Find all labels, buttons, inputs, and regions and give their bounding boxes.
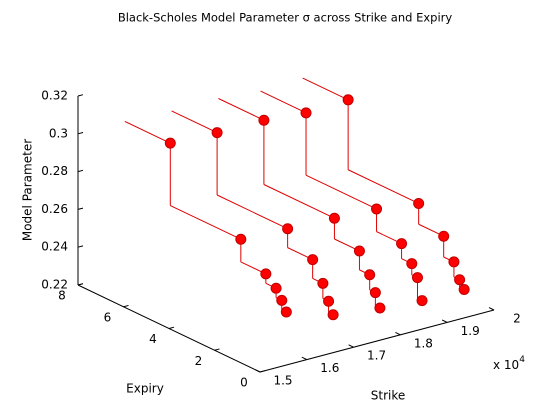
data-point	[458, 283, 470, 295]
z-tick	[77, 169, 84, 173]
y-tick-label: 8	[58, 289, 66, 303]
data-point	[280, 306, 292, 318]
y-tick-label: 4	[149, 332, 157, 346]
data-point	[448, 256, 460, 268]
z-tick-label: 0.22	[41, 278, 68, 292]
data-point	[396, 238, 408, 250]
data-point	[317, 277, 329, 289]
z-tick	[77, 132, 84, 135]
z-tick-label: 0.26	[41, 202, 68, 216]
x-tick-label: 1.6	[320, 361, 339, 375]
chart-title: Black-Scholes Model Parameter σ across S…	[118, 11, 453, 25]
y-tick-label: 0	[240, 376, 248, 390]
data-point	[276, 294, 288, 306]
x-scale-base: x 10	[493, 358, 519, 372]
data-point	[164, 137, 176, 149]
x-tick	[348, 344, 354, 348]
x-tick	[395, 331, 401, 336]
x-tick-label: 1.5	[273, 374, 292, 388]
data-point	[258, 114, 270, 126]
z-axis-label: Model Parameter	[21, 139, 35, 241]
x-tick-label: 2	[513, 312, 521, 326]
step-segment	[263, 184, 335, 219]
data-point	[342, 94, 354, 106]
data-point	[374, 302, 386, 314]
data-point	[438, 230, 450, 242]
data-point	[353, 245, 365, 257]
z-tick-label: 0.32	[41, 89, 68, 103]
data-point	[235, 233, 247, 245]
step-segment	[170, 205, 242, 240]
x-tick-label: 1.8	[414, 336, 433, 350]
step-segment	[347, 169, 419, 204]
y-axis-label: Expiry	[126, 382, 164, 396]
x-scale-label: x 104	[493, 355, 525, 372]
x-tick	[254, 369, 261, 373]
z-tick-label: 0.3	[49, 126, 68, 140]
step-segment	[171, 110, 218, 134]
data-point	[371, 203, 383, 215]
data-point	[454, 274, 466, 286]
x-axis	[259, 309, 495, 373]
data-point	[270, 282, 282, 294]
data-point	[327, 309, 339, 321]
data-point	[406, 258, 418, 270]
x-tick-label: 1.7	[367, 349, 386, 363]
step-segment	[260, 90, 307, 114]
data-point	[307, 254, 319, 266]
x-tick	[488, 307, 495, 311]
data-point	[411, 272, 423, 284]
step-segment	[216, 194, 288, 230]
z-tick-label: 0.24	[41, 240, 68, 254]
x-tick	[301, 356, 308, 361]
y-tick	[168, 326, 175, 329]
y-tick-label: 6	[104, 310, 112, 324]
data-point	[416, 295, 428, 307]
data-point	[364, 269, 376, 281]
y-tick-label: 2	[195, 354, 203, 368]
x-scale-exponent: 4	[519, 355, 525, 365]
data-point	[260, 268, 272, 280]
z-tick	[77, 207, 84, 210]
data-point	[413, 197, 425, 209]
step-segment	[302, 77, 349, 101]
y-tick	[214, 348, 220, 351]
data-point	[323, 295, 335, 307]
x-tick	[441, 319, 448, 323]
data-point	[282, 223, 294, 235]
data-point	[369, 287, 381, 299]
z-tick	[77, 245, 84, 248]
x-axis-label: Strike	[371, 389, 406, 403]
y-tick	[77, 283, 84, 286]
z-tick-label: 0.28	[41, 164, 68, 178]
y-tick	[259, 370, 266, 373]
step-segment	[218, 98, 265, 121]
x-tick-label: 1.9	[461, 324, 480, 338]
data-point	[328, 212, 340, 224]
step-segment	[305, 174, 377, 210]
z-tick	[77, 94, 84, 97]
data-point	[211, 127, 223, 139]
data-point	[300, 107, 312, 119]
step-segment	[124, 120, 171, 144]
y-tick	[123, 304, 129, 308]
